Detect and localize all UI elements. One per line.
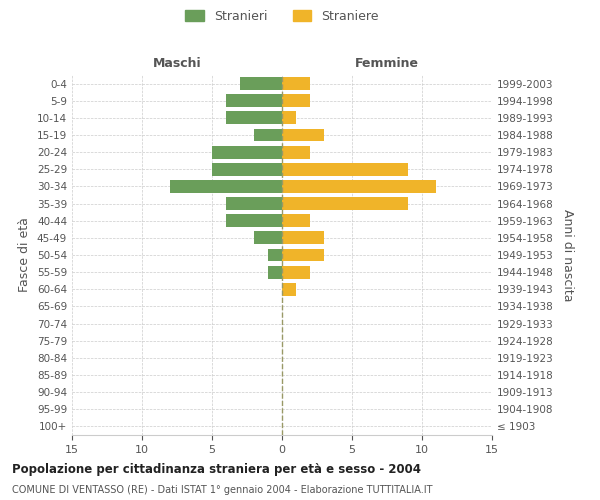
Legend: Stranieri, Straniere: Stranieri, Straniere <box>182 6 383 26</box>
Y-axis label: Fasce di età: Fasce di età <box>19 218 31 292</box>
Bar <box>282 283 296 296</box>
Text: COMUNE DI VENTASSO (RE) - Dati ISTAT 1° gennaio 2004 - Elaborazione TUTTITALIA.I: COMUNE DI VENTASSO (RE) - Dati ISTAT 1° … <box>12 485 433 495</box>
Bar <box>282 94 310 107</box>
Bar <box>282 163 408 175</box>
Bar <box>226 197 282 210</box>
Bar <box>226 214 282 227</box>
Text: Femmine: Femmine <box>355 57 419 70</box>
Bar <box>282 232 324 244</box>
Bar <box>268 248 282 262</box>
Bar <box>226 112 282 124</box>
Bar <box>268 266 282 278</box>
Bar <box>170 180 282 193</box>
Bar <box>282 146 310 158</box>
Bar <box>282 77 310 90</box>
Bar <box>240 77 282 90</box>
Bar <box>282 248 324 262</box>
Bar <box>212 146 282 158</box>
Bar <box>282 197 408 210</box>
Bar <box>226 94 282 107</box>
Bar <box>282 128 324 141</box>
Bar <box>282 266 310 278</box>
Y-axis label: Anni di nascita: Anni di nascita <box>560 209 574 301</box>
Text: Popolazione per cittadinanza straniera per età e sesso - 2004: Popolazione per cittadinanza straniera p… <box>12 462 421 475</box>
Text: Maschi: Maschi <box>152 57 202 70</box>
Bar <box>254 128 282 141</box>
Bar <box>282 180 436 193</box>
Bar <box>282 112 296 124</box>
Bar <box>212 163 282 175</box>
Bar <box>254 232 282 244</box>
Bar <box>282 214 310 227</box>
